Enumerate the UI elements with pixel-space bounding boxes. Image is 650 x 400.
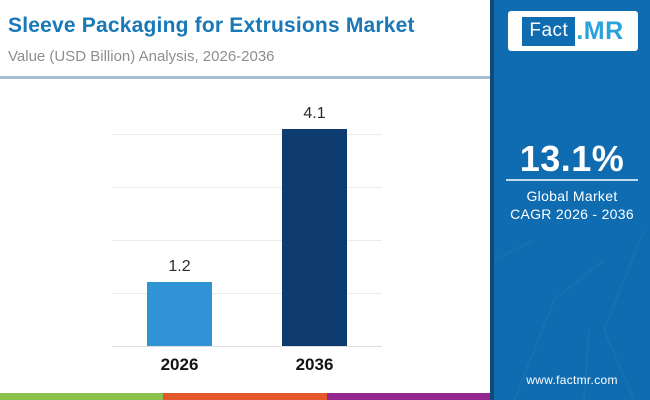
factmr-logo: Fact .MR <box>508 11 638 51</box>
bottom-color-strip <box>0 393 490 400</box>
bar-2036 <box>282 129 347 346</box>
sidebar: Fact .MR 13.1% Global Market CAGR 2026 -… <box>490 0 650 400</box>
strip-segment-green <box>0 393 164 400</box>
plot-area: 1.2 2026 4.1 2036 <box>112 105 382 374</box>
strip-segment-orange <box>163 393 327 400</box>
bar-2026 <box>147 282 212 346</box>
axis-label-2026: 2026 <box>160 355 199 374</box>
cagr-value: 13.1% <box>519 138 625 179</box>
gridline-2 <box>112 240 382 241</box>
header-divider <box>0 76 490 79</box>
logo-mr-text: .MR <box>576 16 624 45</box>
website-url: www.factmr.com <box>526 373 618 387</box>
cagr-label-line1: Global Market <box>526 188 618 204</box>
gridline-1 <box>112 293 382 294</box>
cagr-label-line2: CAGR 2026 - 2036 <box>510 206 634 222</box>
logo-fact-text: Fact <box>522 16 576 46</box>
axis-label-2036: 2036 <box>295 355 334 374</box>
strip-segment-purple <box>326 393 490 400</box>
gridline-0 <box>112 346 382 347</box>
page-title: Sleeve Packaging for Extrusions Market <box>8 14 415 37</box>
page-subtitle: Value (USD Billion) Analysis, 2026-2036 <box>8 48 275 65</box>
bar-value-2026: 1.2 <box>168 258 191 275</box>
cagr-divider <box>506 179 638 181</box>
gridline-3 <box>112 187 382 188</box>
gridline-4 <box>112 134 382 135</box>
bar-value-2036: 4.1 <box>303 105 326 122</box>
